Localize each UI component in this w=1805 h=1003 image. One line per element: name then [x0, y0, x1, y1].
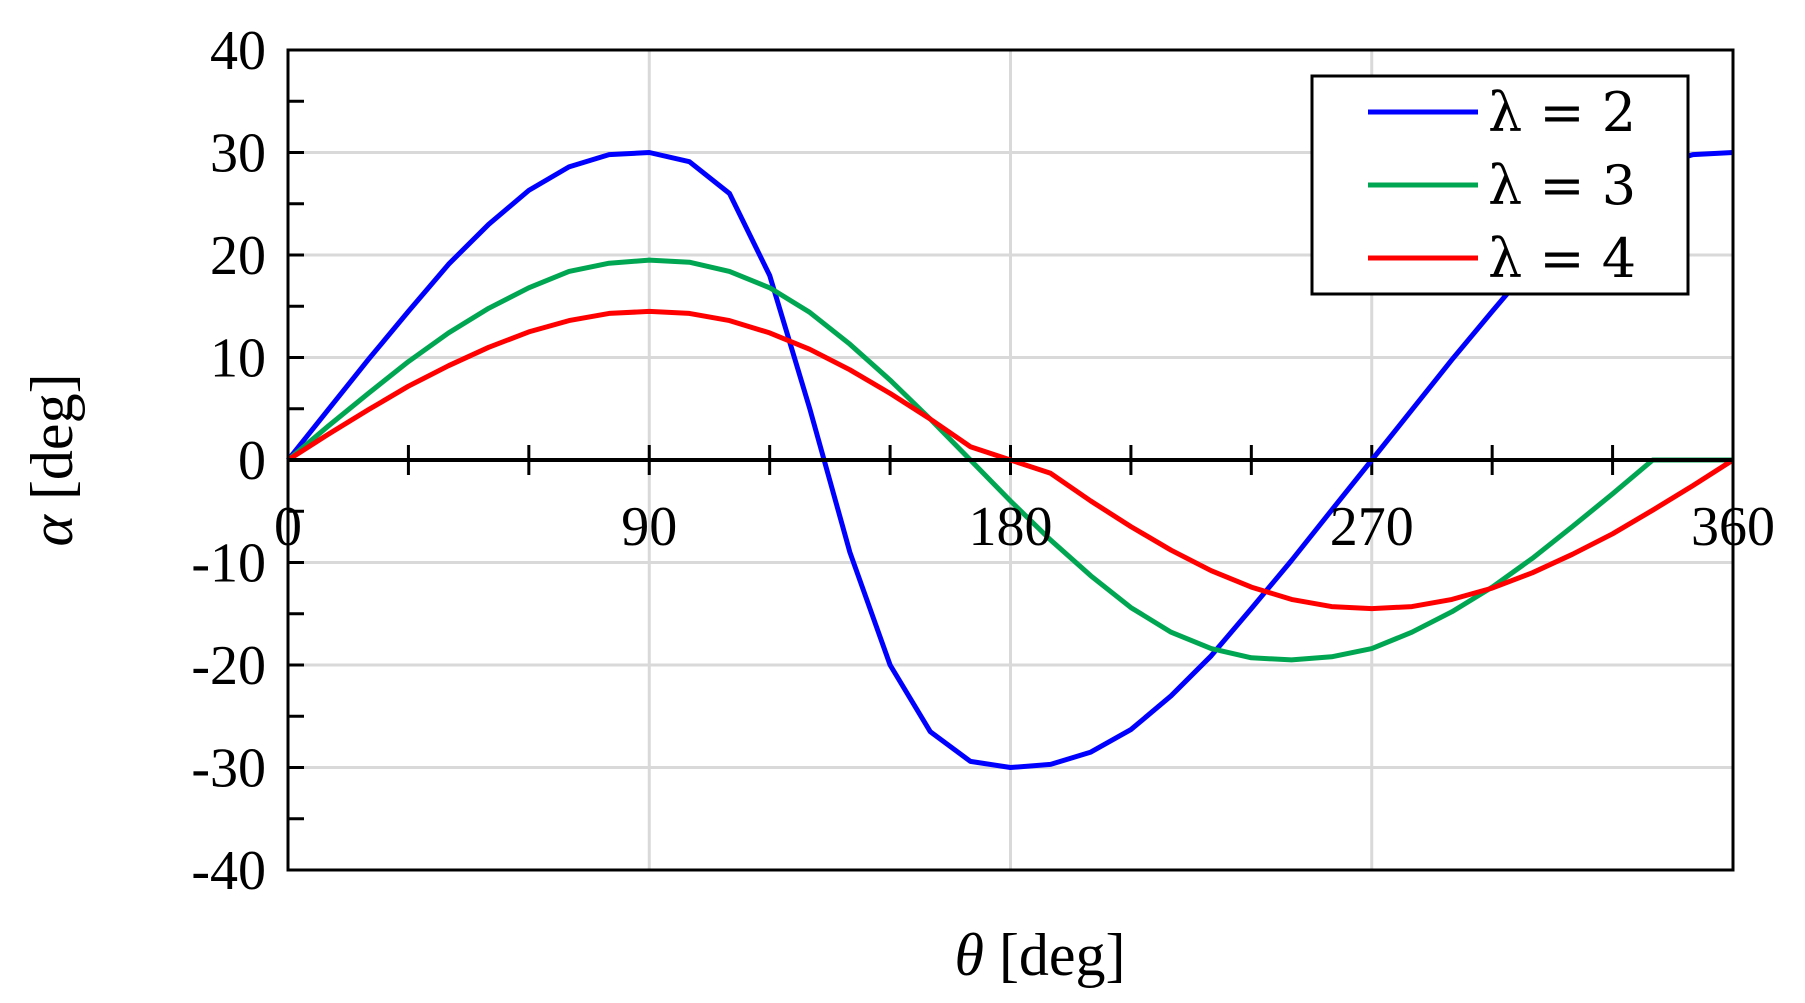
x-axis-unit: [deg] [984, 922, 1126, 988]
x-tick-label: 90 [621, 496, 677, 558]
y-axis-symbol: α [19, 514, 85, 547]
x-axis-title: θ [deg] [954, 922, 1125, 988]
y-tick-label: -30 [191, 738, 266, 800]
legend: λ = 2 λ = 3 λ = 4 [1310, 74, 1690, 296]
y-tick-label: -20 [191, 635, 266, 697]
y-tick-label: 10 [210, 328, 266, 390]
y-axis-unit: [deg] [19, 373, 85, 515]
legend-label-2: λ = 3 [1488, 154, 1636, 217]
x-tick-label: 180 [969, 496, 1053, 558]
y-tick-label: 20 [210, 225, 266, 287]
series-line-1 [286, 150, 1734, 770]
y-tick-label: 40 [210, 20, 266, 82]
y-tick-label: -40 [191, 840, 266, 902]
axes [286, 48, 1735, 872]
y-tick-label: -10 [191, 533, 266, 595]
x-tick-label: 270 [1330, 496, 1414, 558]
y-tick-label: 30 [210, 123, 266, 185]
x-axis-symbol: θ [954, 922, 983, 988]
legend-label-1: λ = 2 [1488, 81, 1636, 144]
x-tick-label: 0 [274, 496, 302, 558]
y-axis-title: α [deg] [19, 373, 85, 546]
x-tick-label: 360 [1691, 496, 1775, 558]
y-tick-label: 0 [238, 430, 266, 492]
legend-label-3: λ = 4 [1488, 227, 1636, 290]
